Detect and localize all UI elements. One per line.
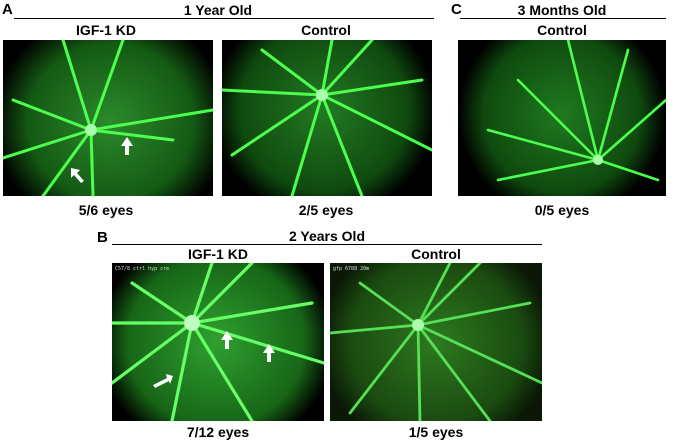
panel-b-title: 2 Years Old bbox=[288, 228, 365, 244]
panel-c-title: 3 Months Old bbox=[517, 2, 607, 18]
panel-c-caption: 0/5 eyes bbox=[534, 202, 590, 218]
fundus-image-c-control bbox=[458, 40, 666, 196]
panel-a-left-caption: 5/6 eyes bbox=[78, 202, 134, 218]
arrow-icon bbox=[121, 137, 133, 155]
fundus-image-b-igf1kd: C57/8 ctrl hyp cre bbox=[112, 263, 324, 421]
panel-c-label: Control bbox=[537, 22, 587, 38]
panel-a-right-caption: 2/5 eyes bbox=[298, 202, 354, 218]
panel-b-right-label: Control bbox=[411, 246, 461, 262]
image-stamp: gfp 6788 20m bbox=[333, 266, 369, 272]
panel-b-left-caption: 7/12 eyes bbox=[186, 424, 250, 440]
panel-b-right-caption: 1/5 eyes bbox=[408, 424, 464, 440]
panel-a-right-label: Control bbox=[301, 22, 351, 38]
arrow-icon bbox=[71, 168, 84, 183]
panel-b-left-label: IGF-1 KD bbox=[188, 246, 248, 262]
panel-c-letter: C bbox=[451, 1, 462, 18]
image-stamp: C57/8 ctrl hyp cre bbox=[115, 266, 169, 272]
panel-a-letter: A bbox=[2, 1, 13, 18]
fundus-image-a-control bbox=[222, 40, 432, 196]
panel-b-letter: B bbox=[97, 229, 108, 246]
arrow-icon bbox=[153, 374, 173, 388]
panel-b-rule bbox=[112, 244, 542, 245]
panel-a-left-label: IGF-1 KD bbox=[76, 22, 136, 38]
arrow-icon bbox=[221, 331, 233, 349]
fundus-image-b-control: gfp 6788 20m bbox=[330, 263, 542, 421]
panel-c-rule bbox=[460, 18, 666, 19]
arrow-icon bbox=[263, 344, 275, 362]
panel-a-rule bbox=[14, 18, 434, 19]
fundus-image-a-igf1kd bbox=[3, 40, 213, 196]
panel-a-title: 1 Year Old bbox=[183, 2, 253, 18]
